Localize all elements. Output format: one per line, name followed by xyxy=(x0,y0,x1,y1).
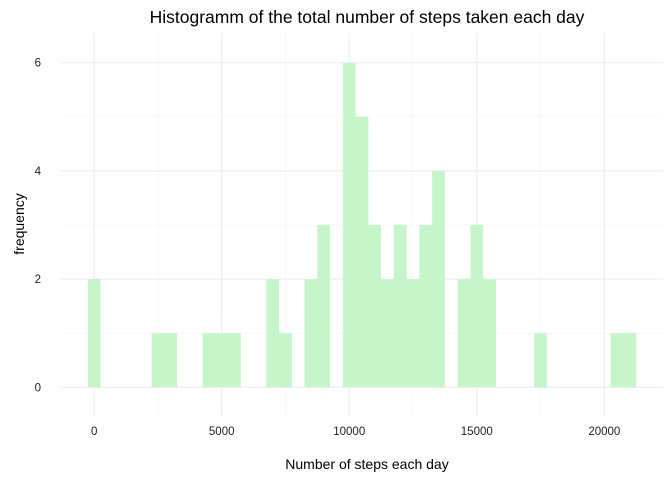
x-tick-label: 15000 xyxy=(461,426,493,438)
histogram-bar xyxy=(432,170,445,388)
histogram-bar xyxy=(406,279,420,388)
histogram-bar xyxy=(342,62,356,388)
histogram-bar xyxy=(483,279,496,388)
histogram-bar xyxy=(419,225,433,388)
histogram-bar xyxy=(457,279,471,388)
histogram-bar xyxy=(151,333,165,388)
histogram-bar xyxy=(368,225,382,388)
x-axis-ticks: 0 5000 10000 15000 20000 xyxy=(91,426,620,438)
x-tick-label: 20000 xyxy=(588,426,620,438)
y-tick-label: 6 xyxy=(35,58,41,70)
histogram-bar xyxy=(470,225,484,388)
y-axis-ticks: 0 2 4 6 xyxy=(35,58,42,395)
histogram-bar xyxy=(279,333,292,388)
histogram-bar xyxy=(355,116,369,388)
y-axis-label: frequency xyxy=(11,193,27,254)
bars xyxy=(87,62,637,388)
x-tick-label: 5000 xyxy=(209,426,235,438)
y-tick-label: 4 xyxy=(35,166,42,178)
histogram-bar xyxy=(610,333,624,388)
histogram-bar xyxy=(266,279,280,388)
histogram-bar xyxy=(304,279,318,388)
histogram-bar xyxy=(215,333,229,388)
x-axis-label: Number of steps each day xyxy=(285,456,448,472)
histogram-bar xyxy=(623,333,637,388)
x-tick-label: 10000 xyxy=(333,426,365,438)
x-tick-label: 0 xyxy=(91,426,97,438)
chart-title: Histogramm of the total number of steps … xyxy=(150,7,585,27)
histogram-bar xyxy=(393,225,407,388)
histogram-bar xyxy=(534,333,547,388)
y-tick-label: 2 xyxy=(35,274,41,286)
histogram-bar xyxy=(228,333,241,388)
histogram-bar xyxy=(164,333,178,388)
histogram-bar xyxy=(87,279,101,388)
y-tick-label: 0 xyxy=(35,382,41,394)
histogram-bar xyxy=(202,333,216,388)
histogram-bar xyxy=(317,225,331,388)
histogram-bar xyxy=(381,279,394,388)
